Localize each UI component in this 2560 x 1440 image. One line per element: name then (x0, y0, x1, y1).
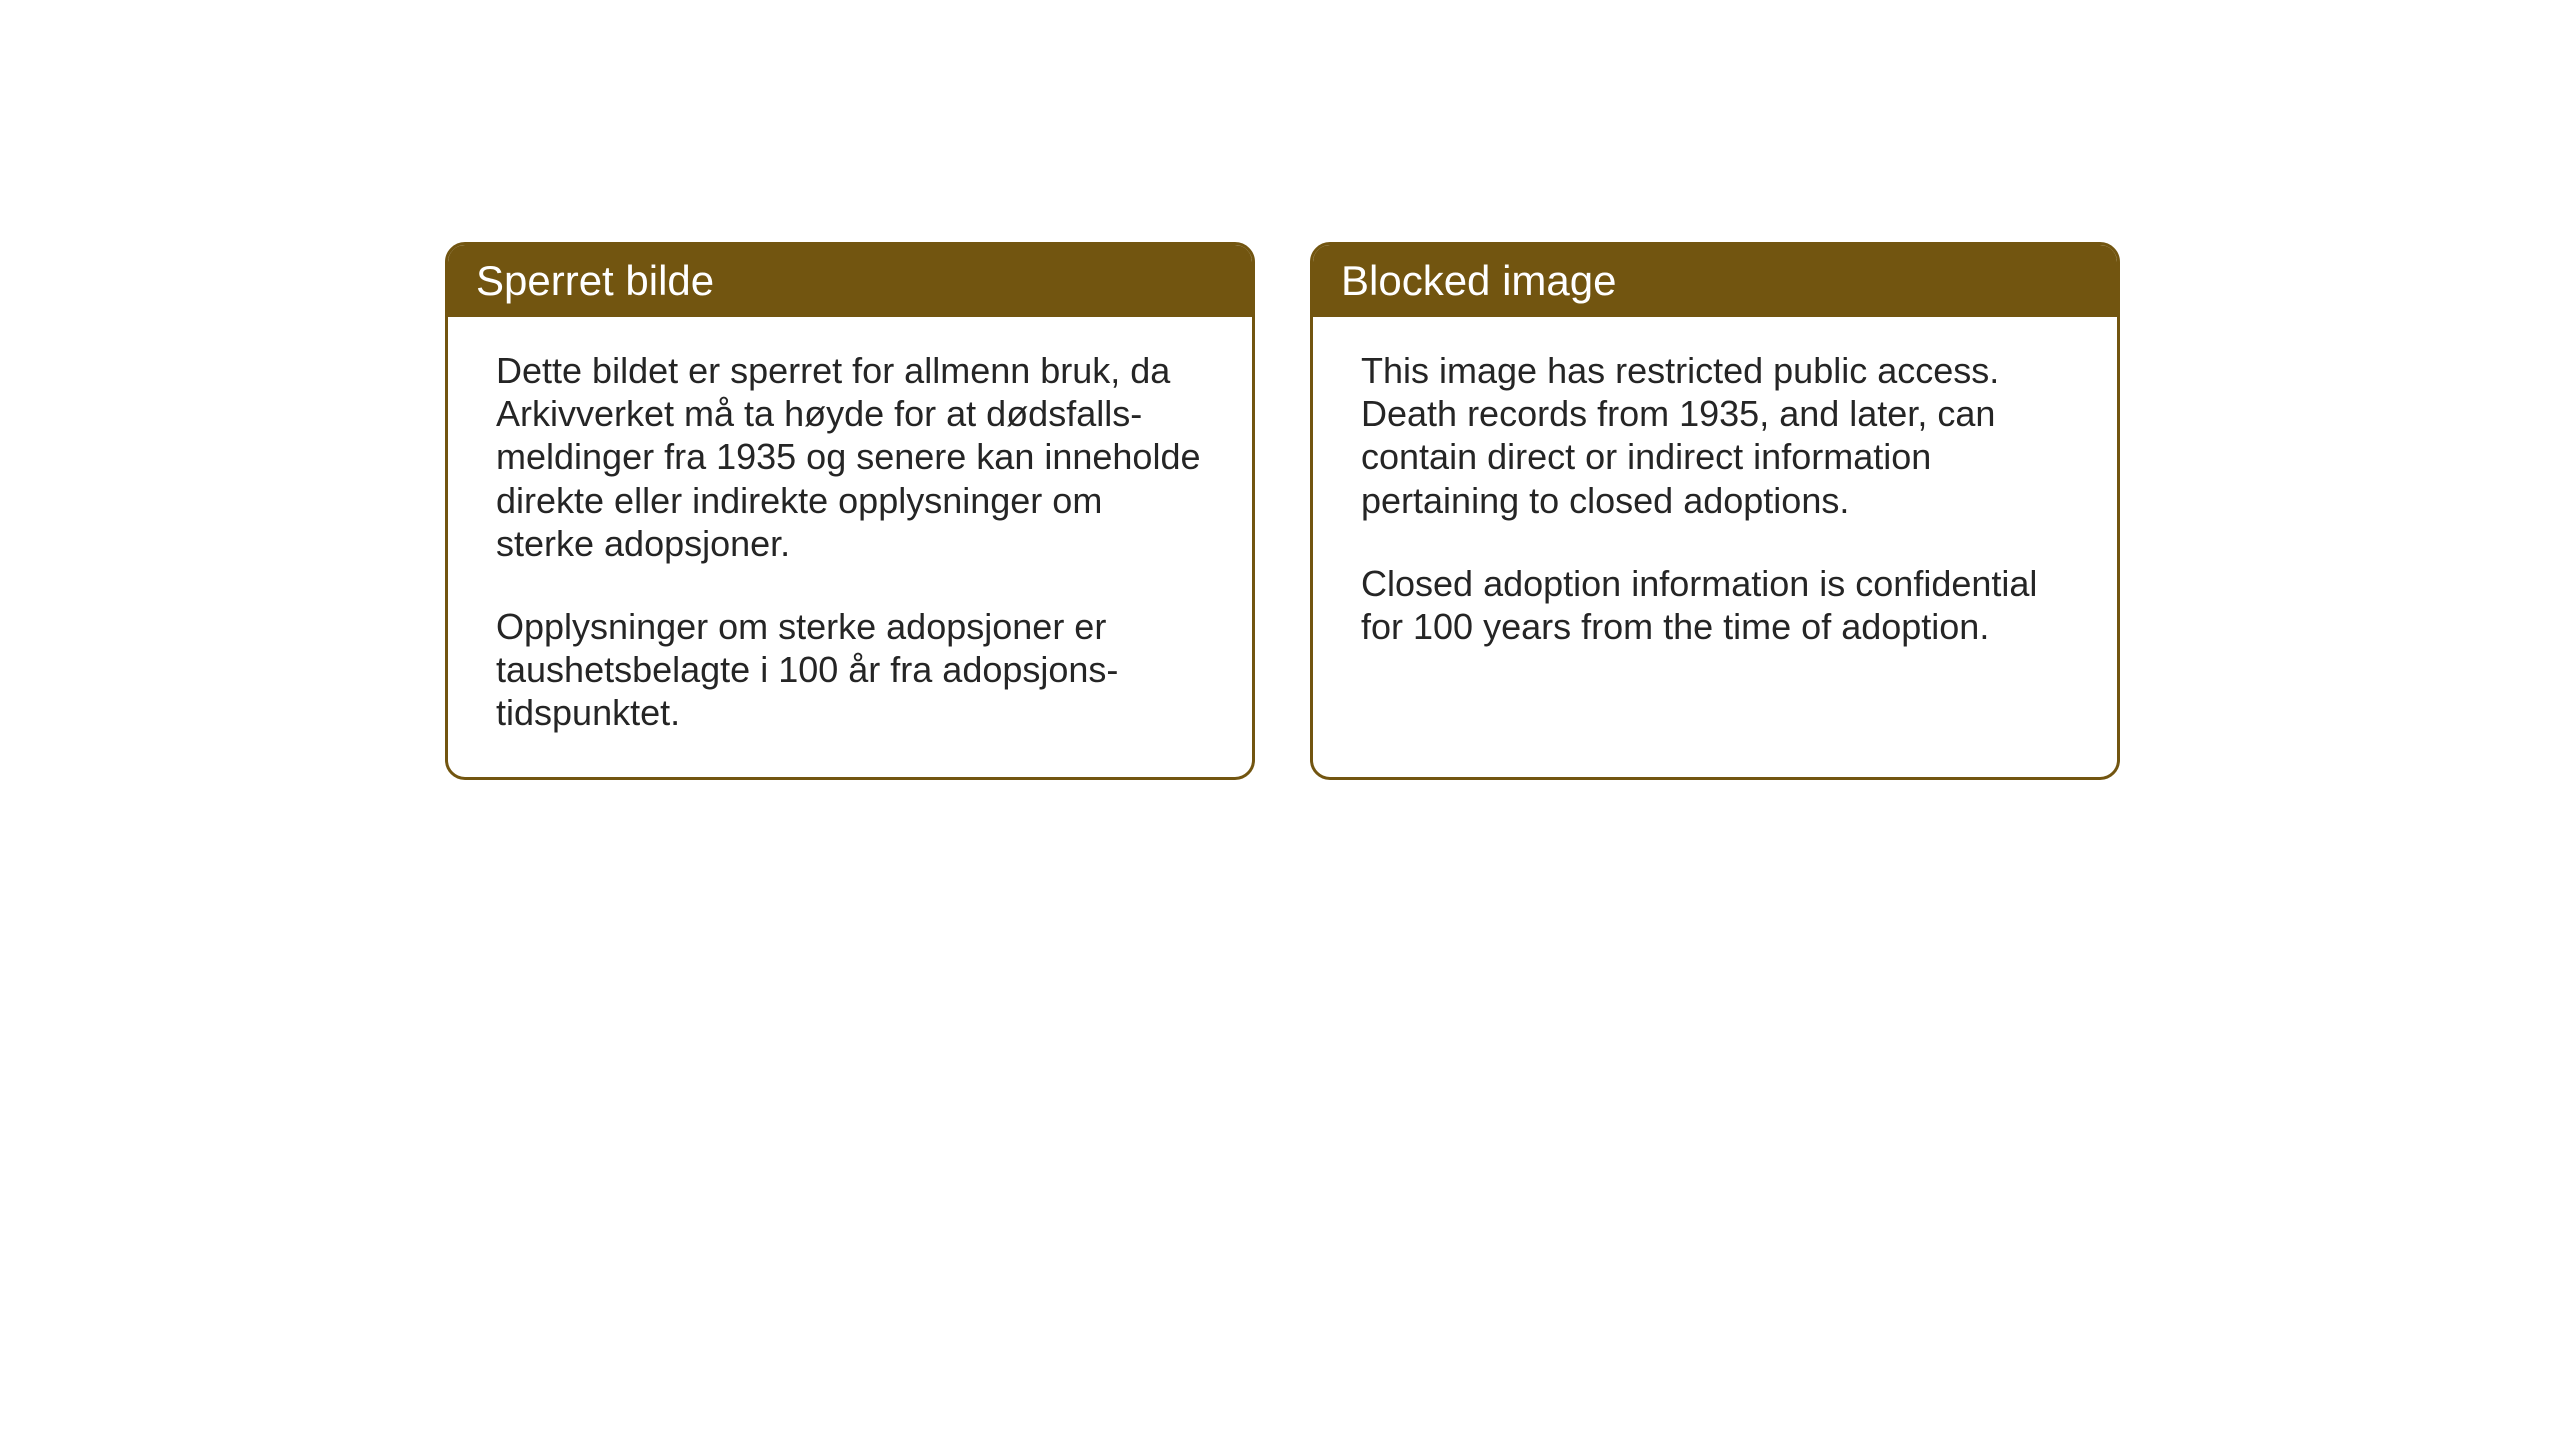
norwegian-paragraph-1: Dette bildet er sperret for allmenn bruk… (496, 349, 1204, 565)
english-notice-card: Blocked image This image has restricted … (1310, 242, 2120, 780)
english-paragraph-2: Closed adoption information is confident… (1361, 562, 2069, 648)
norwegian-paragraph-2: Opplysninger om sterke adopsjoner er tau… (496, 605, 1204, 735)
english-paragraph-1: This image has restricted public access.… (1361, 349, 2069, 522)
english-card-title: Blocked image (1313, 245, 2117, 317)
notice-container: Sperret bilde Dette bildet er sperret fo… (445, 242, 2120, 780)
norwegian-card-body: Dette bildet er sperret for allmenn bruk… (448, 317, 1252, 777)
norwegian-card-title: Sperret bilde (448, 245, 1252, 317)
norwegian-notice-card: Sperret bilde Dette bildet er sperret fo… (445, 242, 1255, 780)
english-card-body: This image has restricted public access.… (1313, 317, 2117, 690)
